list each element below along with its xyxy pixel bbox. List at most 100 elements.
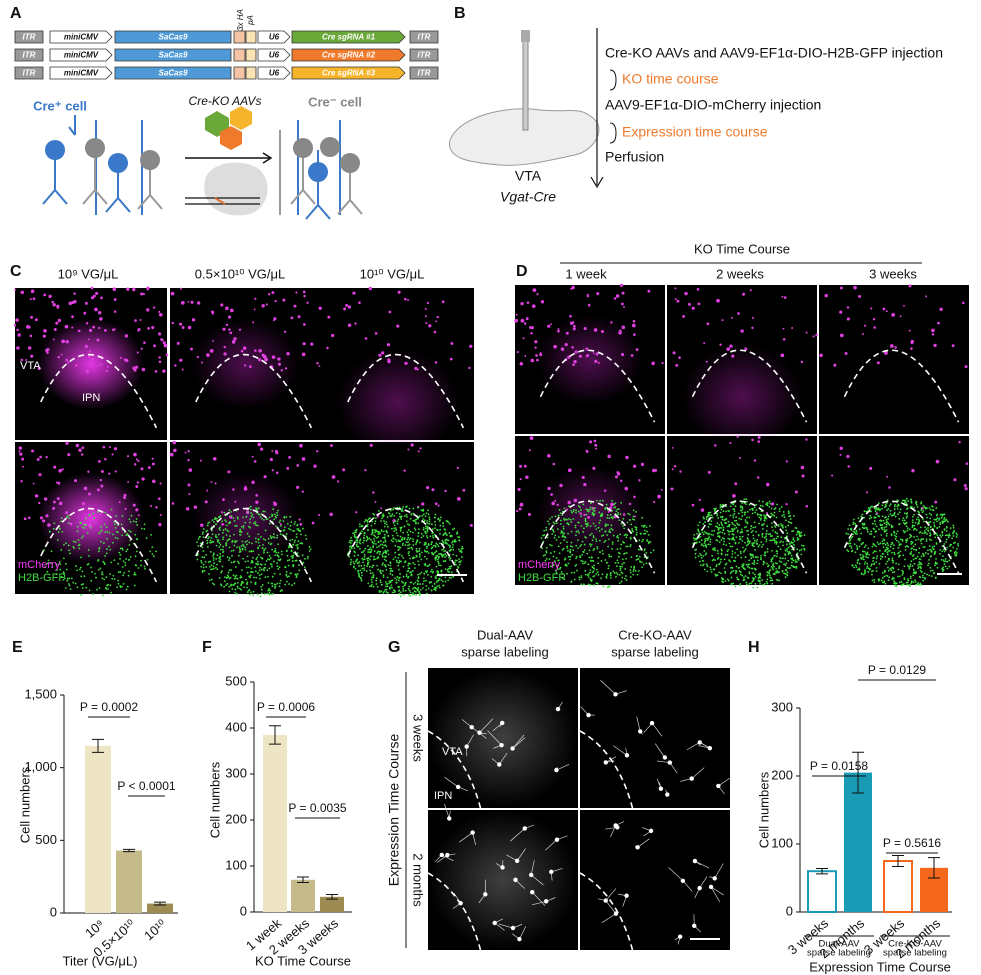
cell xyxy=(87,338,90,341)
cell xyxy=(375,543,377,545)
cell xyxy=(304,557,306,560)
cell xyxy=(703,530,706,533)
cell xyxy=(954,550,957,553)
cell xyxy=(371,572,374,574)
cell xyxy=(408,547,411,549)
cell xyxy=(357,569,360,572)
signal xyxy=(192,318,300,410)
cell xyxy=(262,543,264,546)
cell xyxy=(296,543,299,546)
cell xyxy=(761,532,764,535)
cell xyxy=(612,570,615,573)
cell xyxy=(941,534,944,537)
cell xyxy=(220,584,223,587)
cell xyxy=(607,510,611,513)
cell xyxy=(632,573,635,576)
cell xyxy=(587,583,590,586)
cell xyxy=(779,548,782,551)
cell xyxy=(75,364,78,367)
cell xyxy=(716,526,719,529)
cell xyxy=(628,513,631,516)
cell xyxy=(415,518,418,521)
cell xyxy=(133,571,136,574)
cell xyxy=(291,556,294,559)
cell xyxy=(298,518,301,521)
cell xyxy=(907,500,910,502)
cell xyxy=(270,565,273,568)
error-bar xyxy=(928,857,940,879)
cell xyxy=(291,538,294,541)
cell xyxy=(873,507,876,510)
cell xyxy=(219,558,222,561)
cell xyxy=(592,560,595,562)
cell xyxy=(65,511,69,515)
itr xyxy=(14,30,44,44)
cell xyxy=(618,508,620,511)
cell xyxy=(572,363,575,367)
cell xyxy=(592,567,595,569)
cell xyxy=(559,566,562,569)
cell xyxy=(734,542,737,545)
cell xyxy=(378,553,381,556)
cell xyxy=(234,591,236,594)
cas9-label: SaCas9 xyxy=(159,33,188,42)
cell xyxy=(409,557,412,560)
cell xyxy=(302,323,306,326)
cell xyxy=(160,338,164,342)
cell xyxy=(907,545,909,548)
cell xyxy=(877,514,880,517)
cell xyxy=(202,528,205,530)
cell xyxy=(81,526,84,529)
cell xyxy=(632,570,635,573)
cell xyxy=(277,362,281,366)
cell xyxy=(267,293,271,296)
cell xyxy=(252,576,255,579)
neuron xyxy=(635,845,640,850)
signal xyxy=(682,344,802,449)
cell xyxy=(881,577,884,579)
cell xyxy=(868,507,871,510)
cell xyxy=(412,544,415,546)
cell xyxy=(56,497,60,501)
cell xyxy=(435,550,438,553)
cell xyxy=(67,453,71,457)
cell xyxy=(228,522,231,525)
cell xyxy=(418,515,421,518)
cell xyxy=(134,573,137,576)
neuron xyxy=(707,745,713,751)
image-label: IPN xyxy=(82,392,100,404)
cell xyxy=(870,510,872,513)
cell xyxy=(295,559,298,562)
cell xyxy=(588,549,591,552)
cell xyxy=(751,562,754,565)
cell xyxy=(732,514,735,517)
cell xyxy=(932,509,935,512)
cell xyxy=(49,562,52,564)
cell xyxy=(718,535,721,538)
cell xyxy=(575,509,578,512)
cell xyxy=(400,515,403,518)
cell xyxy=(437,558,439,561)
cell xyxy=(267,581,270,584)
cell xyxy=(455,554,458,557)
cell xyxy=(625,579,628,581)
cell xyxy=(931,333,935,336)
cell xyxy=(290,555,293,558)
cell xyxy=(945,519,948,522)
cell xyxy=(741,507,744,510)
p-value: P = 0.0006 xyxy=(257,700,315,714)
cell xyxy=(202,536,205,538)
cell xyxy=(770,560,773,563)
cell xyxy=(376,546,378,549)
cell xyxy=(371,566,373,569)
cell xyxy=(90,579,93,582)
boundary xyxy=(539,349,656,423)
cell xyxy=(394,551,397,554)
cell xyxy=(884,582,887,585)
cell xyxy=(116,586,118,589)
cell xyxy=(426,536,429,539)
cell xyxy=(101,571,104,574)
cell xyxy=(952,524,955,527)
cell xyxy=(780,506,783,508)
cell xyxy=(884,555,887,558)
